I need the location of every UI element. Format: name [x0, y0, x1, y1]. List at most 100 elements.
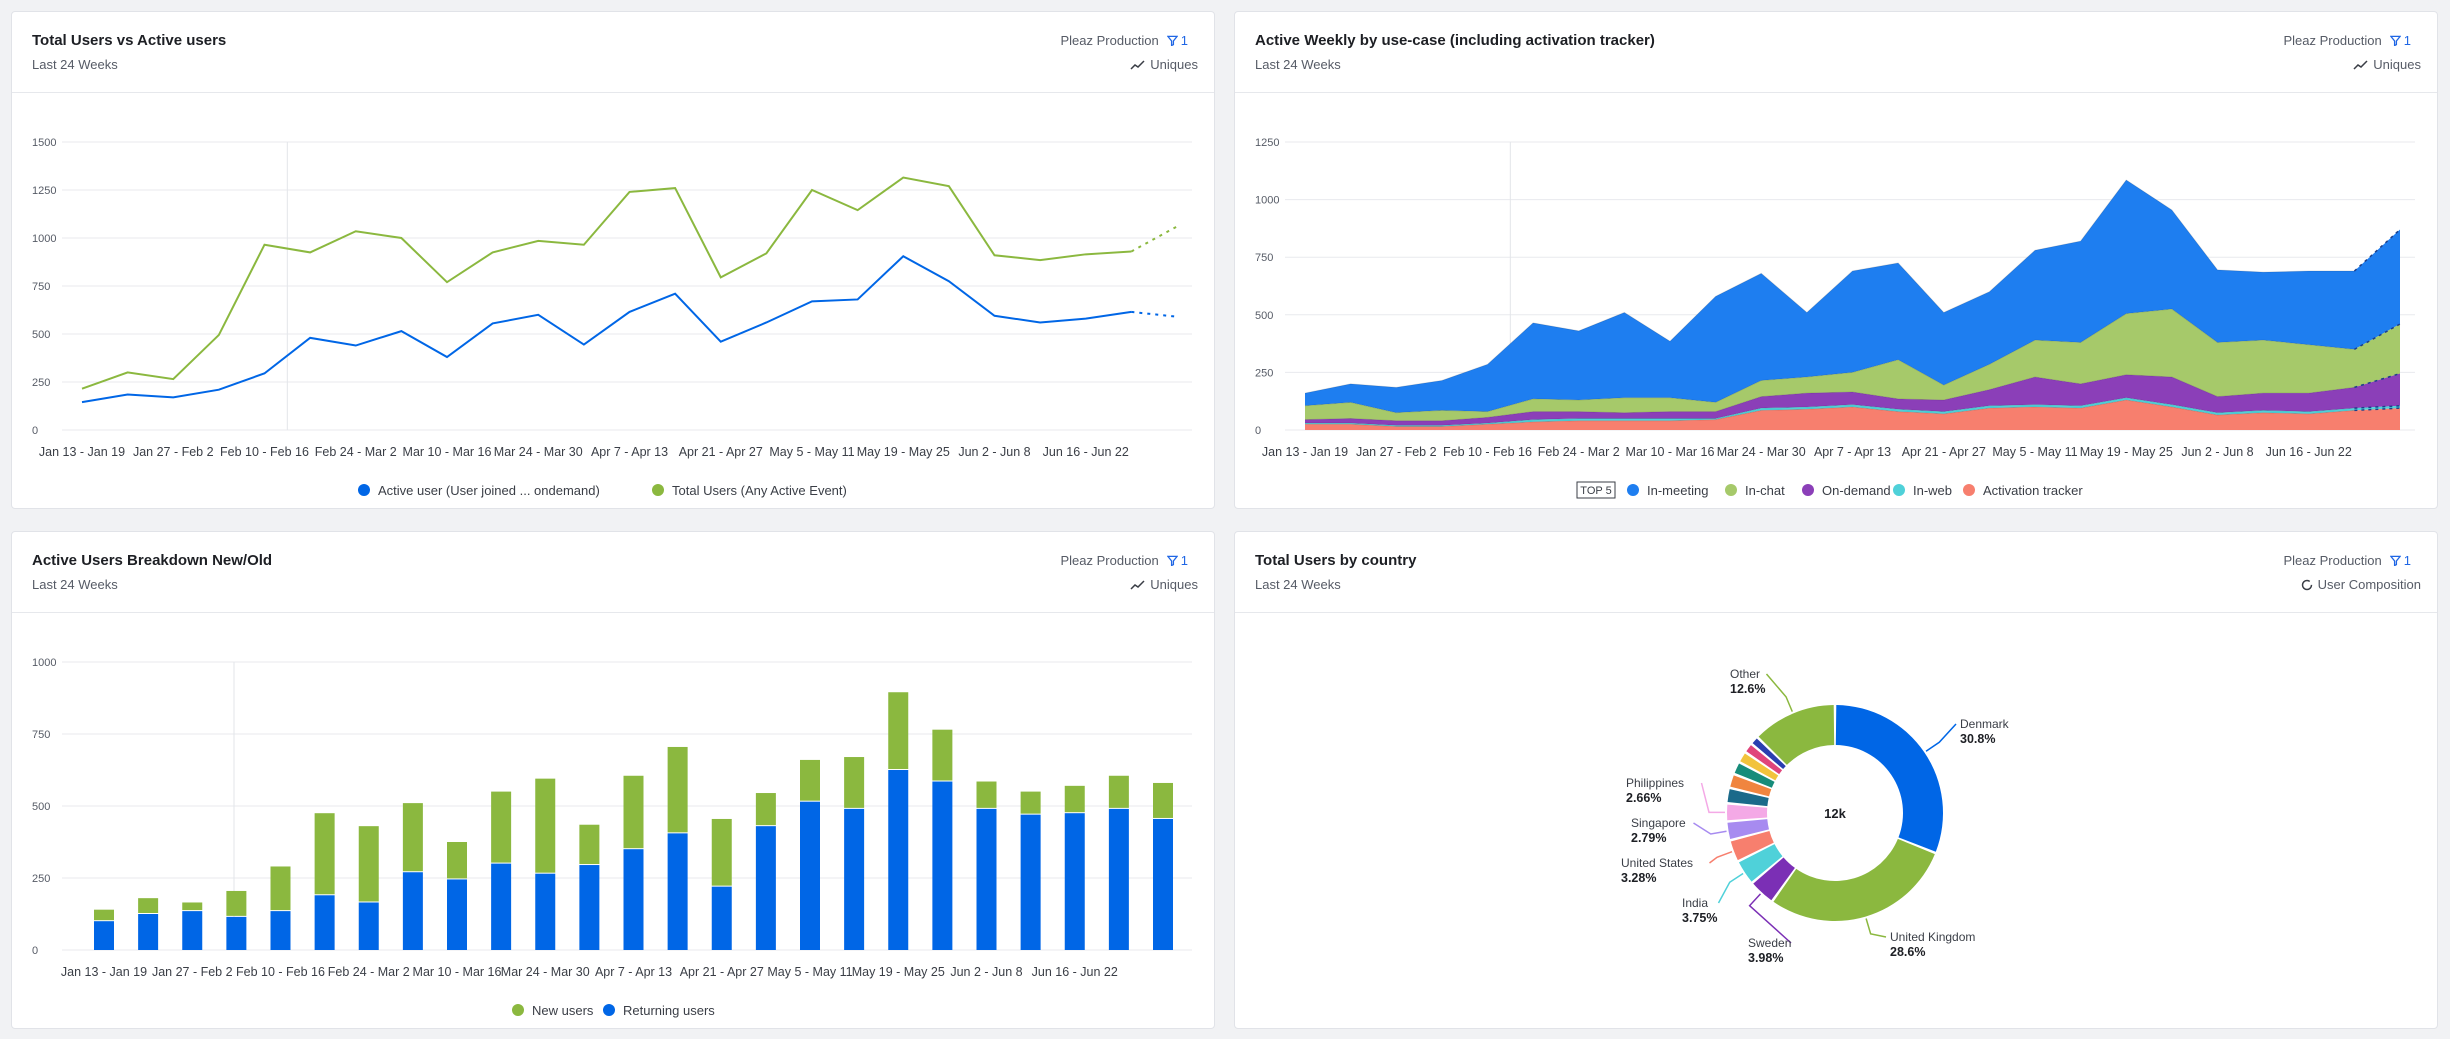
donut-slice[interactable]: [1773, 838, 1935, 921]
bar-returning[interactable]: [755, 826, 776, 950]
bar-returning[interactable]: [270, 911, 291, 950]
series-area[interactable]: [1305, 180, 2400, 413]
top-badge[interactable]: [1576, 481, 1616, 499]
donut-slice[interactable]: [1746, 745, 1783, 775]
bar-new[interactable]: [976, 781, 997, 808]
bar-new[interactable]: [711, 818, 732, 886]
bar-returning[interactable]: [932, 781, 953, 950]
bar-returning[interactable]: [976, 808, 997, 950]
bar-returning[interactable]: [94, 921, 114, 950]
card-title[interactable]: Active Weekly by use-case (including act…: [1255, 32, 1655, 49]
series-area[interactable]: [1305, 373, 2400, 426]
bar-new[interactable]: [402, 803, 423, 872]
bar-returning[interactable]: [800, 801, 820, 950]
line-chart[interactable]: 0 250 500 750 1000 1250 1500 Jan 13 - Jan 19 Jan…: [12, 93, 1215, 509]
bar-new[interactable]: [623, 775, 644, 849]
stacked-bar-chart[interactable]: 0 250 500 750 1000 Jan 13 - Jan 19 Jan 27 - Fe…: [12, 613, 1215, 1029]
series-area[interactable]: [1305, 397, 2400, 427]
donut-slice[interactable]: [1753, 857, 1795, 901]
filter-count-button[interactable]: 1: [2389, 33, 2411, 48]
project-filter[interactable]: Pleaz Production 1: [2283, 553, 2411, 568]
bar-returning[interactable]: [358, 902, 379, 950]
bar-new[interactable]: [314, 813, 335, 895]
bar-returning[interactable]: [535, 873, 556, 950]
bar-returning[interactable]: [138, 914, 159, 950]
bar-new[interactable]: [358, 826, 379, 902]
donut-slice[interactable]: [1835, 705, 1943, 852]
bar-returning[interactable]: [1153, 818, 1173, 950]
bar-new[interactable]: [447, 842, 467, 879]
project-filter[interactable]: Pleaz Production 1: [1060, 553, 1188, 568]
bar-new[interactable]: [800, 759, 820, 801]
bar-new[interactable]: [755, 793, 776, 826]
metric-mode[interactable]: Uniques: [2353, 57, 2421, 72]
legend-swatch[interactable]: [1802, 484, 1814, 496]
bar-returning[interactable]: [844, 808, 865, 950]
bar-returning[interactable]: [1108, 808, 1129, 950]
bar-returning[interactable]: [623, 849, 644, 950]
bar-new[interactable]: [1020, 791, 1041, 814]
series-area[interactable]: [1305, 309, 2400, 421]
bar-returning[interactable]: [711, 886, 732, 950]
legend-label[interactable]: In-chat: [1745, 483, 1785, 498]
bar-new[interactable]: [535, 778, 556, 873]
bar-returning[interactable]: [888, 770, 909, 950]
bar-new[interactable]: [226, 890, 247, 916]
legend-label[interactable]: On-demand: [1822, 483, 1891, 498]
bar-new[interactable]: [667, 746, 688, 833]
bar-new[interactable]: [138, 898, 159, 913]
bar-new[interactable]: [491, 791, 512, 863]
filter-count-button[interactable]: 1: [2389, 553, 2411, 568]
project-filter[interactable]: Pleaz Production 1: [2283, 33, 2411, 48]
donut-slice[interactable]: [1730, 830, 1774, 861]
legend-label[interactable]: New users: [532, 1003, 594, 1018]
legend-label[interactable]: Activation tracker: [1983, 483, 2083, 498]
bar-new[interactable]: [270, 866, 291, 911]
donut-slice[interactable]: [1727, 804, 1768, 821]
metric-mode[interactable]: User Composition: [2301, 577, 2421, 592]
legend-label[interactable]: Total Users (Any Active Event): [672, 483, 847, 498]
bar-new[interactable]: [1153, 782, 1173, 818]
bar-new[interactable]: [579, 824, 600, 865]
metric-mode[interactable]: Uniques: [1130, 577, 1198, 592]
legend-swatch[interactable]: [652, 484, 664, 496]
donut-slice[interactable]: [1758, 705, 1835, 765]
card-title[interactable]: Active Users Breakdown New/Old: [32, 552, 273, 569]
bar-new[interactable]: [1064, 785, 1085, 813]
bar-returning[interactable]: [1020, 814, 1041, 950]
donut-slice[interactable]: [1734, 763, 1775, 788]
bar-returning[interactable]: [314, 895, 335, 950]
bar-returning[interactable]: [1064, 813, 1085, 950]
legend-label[interactable]: Active user (User joined ... ondemand): [378, 483, 600, 498]
series-area[interactable]: [1305, 400, 2400, 430]
area-chart[interactable]: 0 250 500 750 1000 1250 Jan 13 - Jan 19 Jan 27 …: [1235, 93, 2438, 509]
bar-returning[interactable]: [402, 872, 423, 950]
card-title[interactable]: Total Users by country: [1255, 552, 1417, 569]
bar-returning[interactable]: [226, 916, 247, 950]
donut-slice[interactable]: [1752, 738, 1786, 770]
legend-swatch[interactable]: [358, 484, 370, 496]
legend-swatch[interactable]: [1963, 484, 1975, 496]
legend-swatch[interactable]: [1725, 484, 1737, 496]
bar-returning[interactable]: [579, 865, 600, 950]
legend-label[interactable]: In-meeting: [1647, 483, 1708, 498]
donut-slice[interactable]: [1730, 775, 1772, 797]
legend-swatch[interactable]: [1627, 484, 1639, 496]
bar-new[interactable]: [932, 729, 953, 781]
legend-label[interactable]: In-web: [1913, 483, 1952, 498]
bar-new[interactable]: [182, 902, 203, 911]
bar-returning[interactable]: [491, 863, 512, 950]
legend-swatch[interactable]: [512, 1004, 524, 1016]
donut-slice[interactable]: [1727, 789, 1769, 807]
legend-swatch[interactable]: [603, 1004, 615, 1016]
donut-slice[interactable]: [1738, 844, 1783, 882]
legend-swatch[interactable]: [1893, 484, 1905, 496]
filter-count-button[interactable]: 1: [1166, 33, 1188, 48]
project-filter[interactable]: Pleaz Production 1: [1060, 33, 1188, 48]
series-line[interactable]: [81, 176, 1132, 390]
bar-returning[interactable]: [667, 833, 688, 950]
series-line[interactable]: [81, 255, 1132, 404]
bar-new[interactable]: [94, 909, 114, 921]
donut-slice[interactable]: [1740, 753, 1779, 781]
filter-count-button[interactable]: 1: [1166, 553, 1188, 568]
